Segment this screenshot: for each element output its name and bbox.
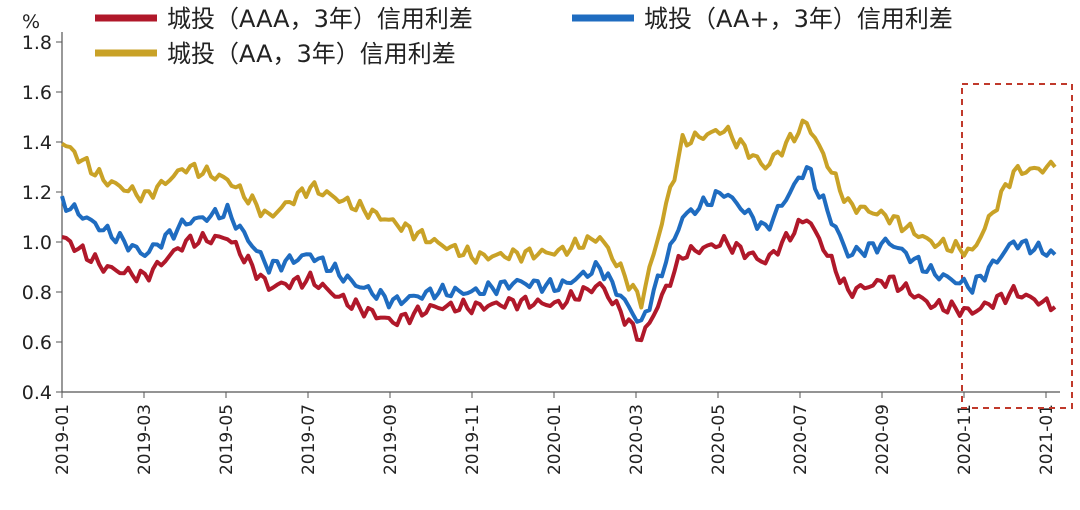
y-tick-label: 0.6 [22, 332, 52, 354]
y-tick-label: 0.4 [22, 382, 52, 404]
x-tick-label: 2019-01 [53, 404, 73, 475]
x-tick-label: 2021-01 [1037, 404, 1057, 475]
highlight-box [961, 83, 1073, 409]
x-tick-label: 2020-09 [873, 404, 893, 475]
y-tick-label: 1.4 [22, 132, 52, 154]
y-tick-label: 1.0 [22, 232, 52, 254]
x-tick-label: 2020-03 [627, 404, 647, 475]
y-axis-ticks: 0.4 0.6 0.8 1.0 1.2 1.4 1.6 1.8 [22, 32, 62, 404]
y-tick-label: 1.2 [22, 182, 52, 204]
y-tick-label: 0.8 [22, 282, 52, 304]
legend-label: 城投（AA+，3年）信用利差 [644, 5, 953, 33]
y-tick-label: 1.8 [22, 32, 52, 54]
series-line-1 [61, 217, 1057, 343]
x-tick-label: 2020-11 [955, 404, 975, 475]
legend: 城投（AAA，3年）信用利差 城投（AA+，3年）信用利差城投（AA，3年）信用利… [95, 5, 953, 68]
series-line-2 [60, 165, 1057, 324]
highlight-rect [961, 83, 1073, 409]
series-lines [60, 118, 1057, 343]
x-tick-label: 2019-05 [217, 404, 237, 475]
x-tick-label: 2020-05 [709, 404, 729, 475]
legend-label: 城投（AAA，3年）信用利差 [167, 5, 473, 33]
x-tick-label: 2019-07 [299, 404, 319, 475]
x-tick-label: 2020-07 [791, 404, 811, 475]
legend-label: 城投（AA，3年）信用利差 [167, 40, 456, 68]
x-tick-label: 2019-09 [381, 404, 401, 475]
y-tick-label: 1.6 [22, 82, 52, 104]
x-axis-ticks: 2019-01 2019-03 2019-05 2019-07 2019-09 2019-… [53, 392, 1057, 475]
x-tick-label: 2020-01 [545, 404, 565, 475]
x-tick-label: 2019-11 [463, 404, 483, 475]
y-axis-unit-label: % [22, 11, 40, 33]
series-line-3 [60, 118, 1057, 310]
x-tick-label: 2019-03 [135, 404, 155, 475]
